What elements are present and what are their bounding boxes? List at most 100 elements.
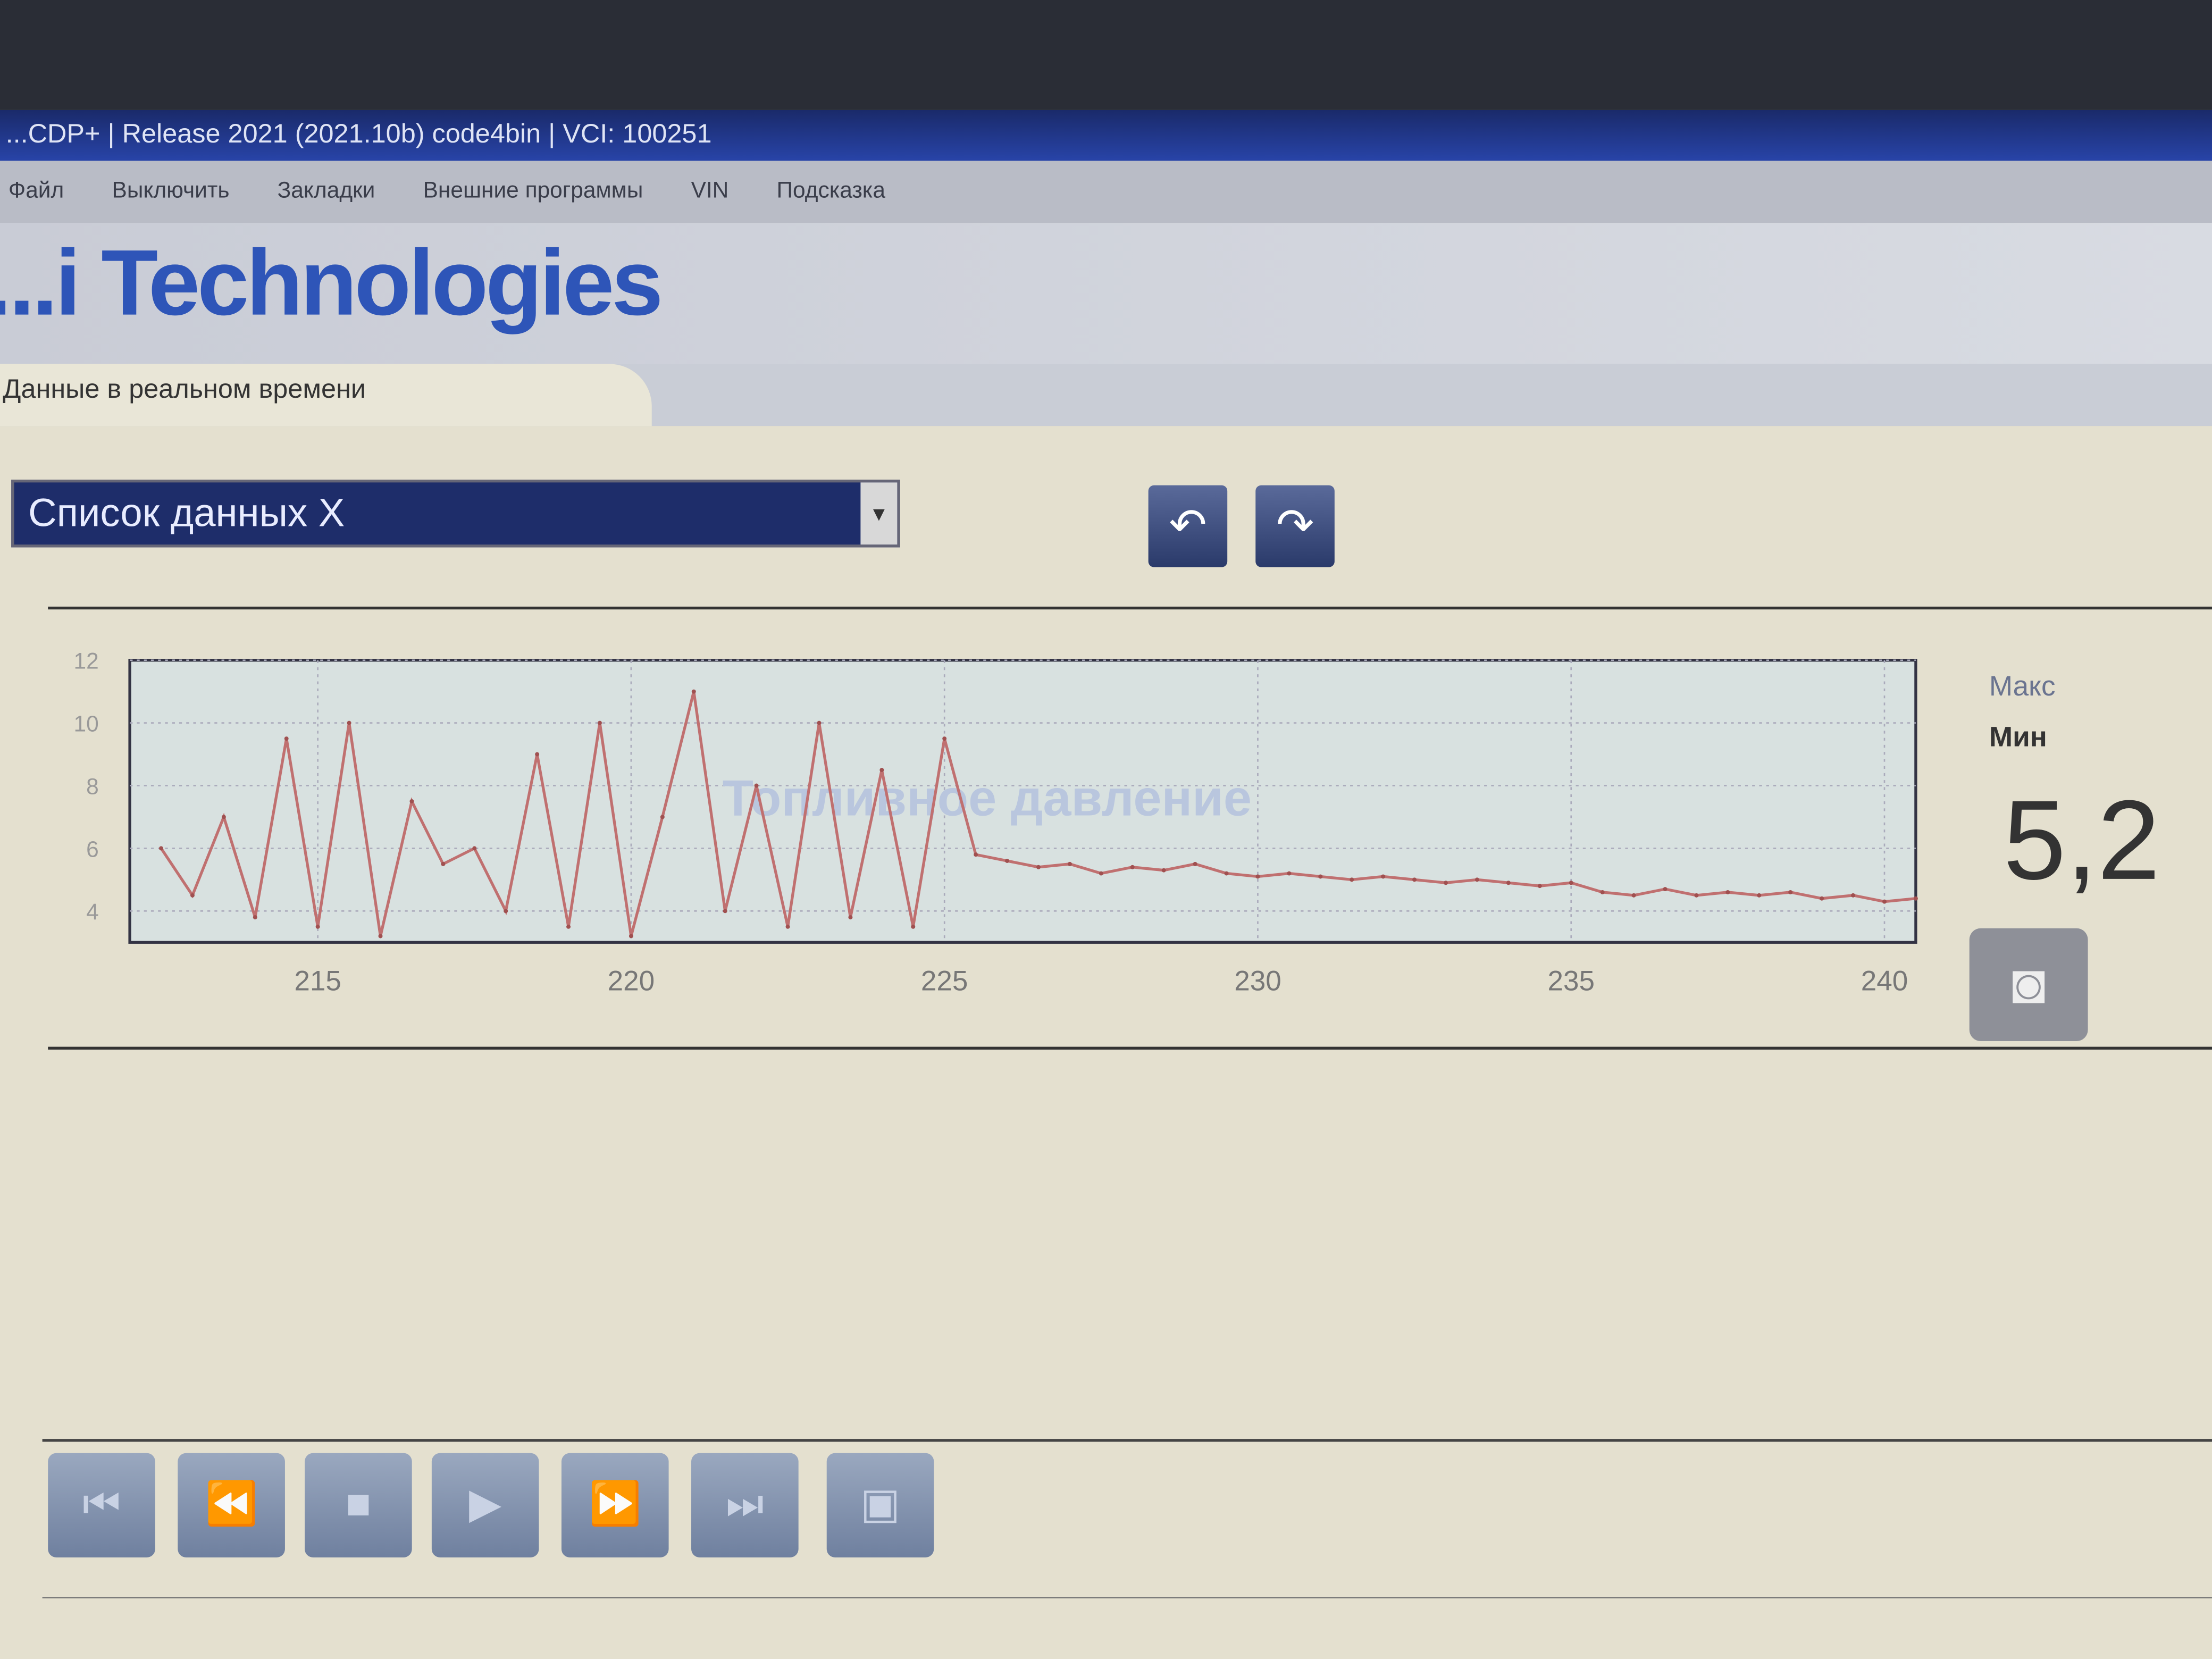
- max-label: Макс: [1989, 671, 2056, 703]
- x-tick-label: 235: [1547, 965, 1595, 996]
- data-point: [1444, 881, 1448, 885]
- data-point: [253, 915, 257, 920]
- back-button[interactable]: ↶: [1148, 485, 1228, 567]
- data-point: [848, 915, 853, 920]
- data-point: [190, 893, 195, 898]
- plot-area: [128, 658, 1917, 944]
- data-point: [1099, 871, 1103, 876]
- data-point: [754, 783, 759, 788]
- data-list-select[interactable]: Список данных X ▼: [11, 480, 900, 548]
- chevron-down-icon[interactable]: ▼: [860, 482, 898, 545]
- data-point: [691, 689, 696, 694]
- y-tick-label: 4: [86, 899, 99, 924]
- tab-row: Данные в реальном времени: [0, 364, 2212, 426]
- data-point: [409, 799, 414, 803]
- data-point: [974, 852, 978, 857]
- x-tick-label: 215: [294, 965, 341, 996]
- x-tick-label: 230: [1234, 965, 1281, 996]
- data-point: [1537, 884, 1542, 889]
- data-point: [1318, 874, 1323, 879]
- stop-button[interactable]: ■: [305, 1453, 412, 1558]
- data-point: [1193, 861, 1197, 866]
- x-tick-label: 220: [608, 965, 655, 996]
- first-button[interactable]: ⏮: [48, 1453, 155, 1558]
- rewind-icon: ⏪: [205, 1481, 258, 1528]
- tab-live-data[interactable]: Данные в реальном времени: [0, 364, 652, 426]
- redo-arrow-icon: ↷: [1276, 499, 1314, 550]
- data-point: [1224, 871, 1229, 876]
- data-point: [504, 909, 508, 914]
- data-point: [1474, 877, 1479, 882]
- data-point: [660, 815, 665, 819]
- stop-icon: ■: [345, 1481, 371, 1528]
- first-icon: ⏮: [82, 1481, 121, 1528]
- data-point: [472, 846, 477, 851]
- data-point: [1663, 887, 1668, 892]
- data-point: [1569, 881, 1573, 885]
- data-point: [1788, 890, 1793, 894]
- playback-bar: [42, 1439, 2212, 1598]
- data-point: [817, 720, 822, 725]
- y-tick-label: 10: [73, 711, 98, 736]
- undo-arrow-icon: ↶: [1169, 499, 1207, 550]
- data-point: [942, 736, 947, 741]
- menu-item[interactable]: Файл: [8, 179, 64, 204]
- data-point: [1036, 865, 1041, 869]
- y-tick-label: 6: [86, 836, 99, 861]
- save-button[interactable]: ▣: [826, 1453, 934, 1558]
- data-point: [1600, 890, 1605, 894]
- fast-forward-button[interactable]: ⏩: [561, 1453, 669, 1558]
- data-point: [1255, 874, 1260, 879]
- menu-item[interactable]: Закладки: [277, 179, 375, 204]
- x-tick-label: 240: [1861, 965, 1908, 996]
- data-point: [566, 924, 571, 929]
- data-point: [629, 934, 633, 939]
- data-point: [879, 768, 884, 772]
- data-point: [315, 924, 320, 929]
- x-tick-label: 225: [921, 965, 968, 996]
- current-value: 5,2: [2003, 777, 2160, 903]
- last-button[interactable]: ⏭: [691, 1453, 799, 1558]
- fast-forward-icon: ⏩: [589, 1481, 642, 1528]
- data-point: [1851, 893, 1856, 898]
- y-tick-label: 12: [73, 649, 98, 674]
- menu-bar: Файл Выключить Закладки Внешние программ…: [0, 161, 2212, 223]
- data-point: [785, 924, 790, 929]
- chart-title: Топливное давление: [723, 770, 1252, 826]
- data-point: [1882, 899, 1887, 904]
- data-point: [1757, 893, 1762, 898]
- data-point: [723, 909, 727, 914]
- graph-panel: [48, 606, 2212, 1050]
- play-button[interactable]: ▶: [431, 1453, 539, 1558]
- data-point: [1067, 861, 1072, 866]
- save-icon: ▣: [860, 1481, 901, 1528]
- brand-header: ...i Technologies: [0, 223, 2212, 364]
- data-point: [1820, 896, 1824, 901]
- snapshot-button[interactable]: ◙: [1969, 928, 2088, 1041]
- data-point: [347, 720, 351, 725]
- data-list-value: Список данных X: [28, 491, 345, 535]
- data-point: [1412, 877, 1417, 882]
- menu-item[interactable]: Внешние программы: [423, 179, 643, 204]
- menu-item[interactable]: Подсказка: [776, 179, 885, 204]
- rewind-button[interactable]: ⏪: [178, 1453, 285, 1558]
- y-tick-label: 8: [86, 774, 99, 799]
- data-point: [1287, 871, 1292, 876]
- data-point: [598, 720, 602, 725]
- forward-button[interactable]: ↷: [1255, 485, 1335, 567]
- last-icon: ⏭: [726, 1481, 764, 1528]
- data-point: [1725, 890, 1730, 894]
- play-icon: ▶: [469, 1481, 502, 1528]
- menu-item[interactable]: VIN: [691, 179, 729, 204]
- menu-item[interactable]: Выключить: [112, 179, 230, 204]
- data-point: [911, 924, 916, 929]
- window-title: ...CDP+ | Release 2021 (2021.10b) code4b…: [0, 110, 2212, 161]
- data-point: [535, 752, 540, 757]
- data-point: [1161, 868, 1166, 873]
- data-point: [1350, 877, 1354, 882]
- data-point: [1381, 874, 1386, 879]
- data-point: [1130, 865, 1135, 869]
- data-point: [221, 815, 226, 819]
- data-point: [1005, 859, 1010, 863]
